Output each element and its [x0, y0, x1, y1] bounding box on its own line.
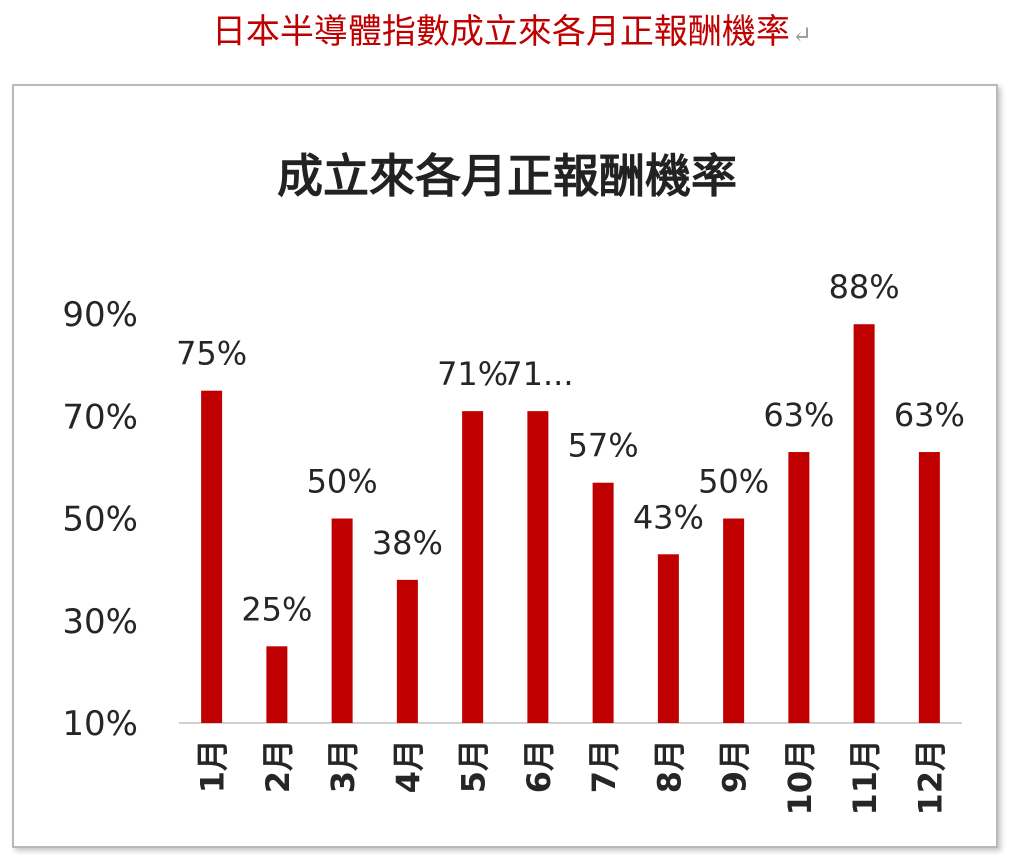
bar: [396, 579, 418, 723]
bar: [266, 646, 288, 723]
x-tick-label: 3月: [324, 739, 362, 793]
bar: [462, 411, 484, 723]
y-tick-label: 50%: [62, 500, 138, 540]
bar: [592, 482, 614, 723]
x-tick-label: 8月: [650, 739, 688, 793]
data-label: 57%: [568, 427, 639, 465]
bar: [657, 554, 679, 723]
data-label: 25%: [241, 590, 312, 628]
chart-title: 成立來各月正報酬機率: [277, 149, 737, 203]
bar: [788, 452, 810, 723]
x-tick-label: 11月: [846, 739, 884, 816]
data-label: 71%: [437, 355, 508, 393]
data-label: 75%: [176, 335, 247, 373]
bar: [853, 324, 875, 723]
chart-frame: 成立來各月正報酬機率 10% 30% 50% 70% 90% 75% 1月 25% 2月 50% 3…: [12, 84, 998, 848]
paragraph-mark-icon: ↵: [791, 21, 813, 49]
bar: [201, 390, 223, 723]
x-tick-label: 5月: [455, 739, 493, 793]
x-tick-label: 1月: [194, 739, 232, 793]
data-label: 43%: [633, 498, 704, 536]
bar-chart: 10% 30% 50% 70% 90% 75% 1月 25% 2月 50% 3月 38% 4月 71% 5月…: [62, 268, 965, 816]
data-label: 63%: [763, 396, 834, 434]
x-tick-label: 6月: [520, 739, 558, 793]
document-caption: 日本半導體指數成立來各月正報酬機率↵: [0, 8, 1024, 59]
bar: [723, 518, 745, 723]
bar: [918, 452, 940, 723]
bar: [331, 518, 353, 723]
data-label: 50%: [307, 463, 378, 501]
y-tick-label: 90%: [62, 295, 138, 335]
bar: [527, 411, 549, 723]
data-label: 88%: [829, 268, 900, 306]
data-label: 50%: [698, 463, 769, 501]
y-tick-label: 10%: [62, 704, 138, 744]
x-tick-label: 4月: [389, 739, 427, 793]
y-tick-label: 70%: [62, 397, 138, 437]
x-tick-label: 2月: [259, 739, 297, 793]
data-label: 38%: [372, 524, 443, 562]
x-tick-label: 7月: [585, 739, 623, 793]
x-tick-label: 12月: [911, 739, 949, 816]
data-label: 63%: [894, 396, 965, 434]
x-tick-label: 9月: [716, 739, 754, 793]
x-tick-label: 10月: [781, 739, 819, 816]
data-label: 71...: [502, 355, 573, 393]
y-tick-label: 30%: [62, 602, 138, 642]
caption-text: 日本半導體指數成立來各月正報酬機率: [211, 12, 790, 52]
